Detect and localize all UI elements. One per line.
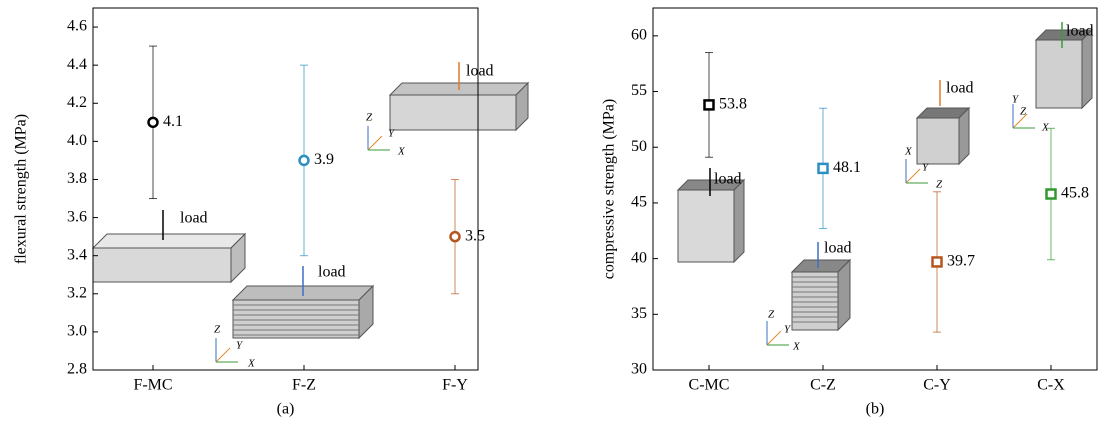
illustration xyxy=(91,233,247,249)
illustration xyxy=(791,271,839,331)
y-tick-label: 4.4 xyxy=(67,56,87,73)
data-point xyxy=(449,230,461,243)
data-point xyxy=(817,162,829,175)
annotation: Y xyxy=(1012,94,1020,106)
data-label: 4.1 xyxy=(163,113,183,130)
annotation: X xyxy=(792,341,801,353)
triad-axis xyxy=(766,330,782,346)
y-tick-label: 4.0 xyxy=(67,132,87,149)
triad-axis xyxy=(215,347,231,363)
annotation: Y xyxy=(236,340,244,352)
data-label: 48.1 xyxy=(833,159,861,176)
plot-frame xyxy=(92,7,479,371)
caption: (b) xyxy=(866,401,885,418)
data-label: 45.8 xyxy=(1061,185,1089,202)
x-tick-label: C-MC xyxy=(689,377,730,394)
data-label: 39.7 xyxy=(947,253,975,270)
annotation: X xyxy=(1041,122,1050,134)
plot-frame xyxy=(652,7,1098,371)
triad-axis xyxy=(1012,113,1028,129)
annotation: load xyxy=(714,171,742,188)
y-tick-label: 2.8 xyxy=(67,361,87,378)
data-point xyxy=(1045,188,1057,200)
y-tick-label: 3.4 xyxy=(67,246,87,263)
illustration xyxy=(389,94,517,131)
data-label: 3.5 xyxy=(465,227,485,244)
illustration xyxy=(1035,39,1083,109)
annotation: load xyxy=(946,80,974,97)
illustration xyxy=(837,258,851,332)
data-point xyxy=(703,99,715,111)
y-tick-label: 4.6 xyxy=(67,18,87,35)
annotation: Z xyxy=(1020,106,1027,118)
y-tick-label: 50 xyxy=(631,138,647,155)
illustration xyxy=(733,178,745,264)
annotation: X xyxy=(397,146,406,158)
x-tick-label: F-Z xyxy=(292,377,316,394)
illustration xyxy=(958,106,970,166)
illustration xyxy=(232,299,360,339)
y-tick-label: 60 xyxy=(631,27,647,44)
annotation: Y xyxy=(922,162,930,174)
y-tick-label: 3.6 xyxy=(67,208,87,225)
illustration xyxy=(677,189,735,263)
x-tick-label: F-Y xyxy=(442,377,468,394)
y-axis-label: compressive strength (MPa) xyxy=(601,99,618,279)
annotation: Y xyxy=(784,324,792,336)
annotation: X xyxy=(904,146,913,158)
y-tick-label: 45 xyxy=(631,194,647,211)
x-tick-label: C-Z xyxy=(810,377,836,394)
y-tick-label: 35 xyxy=(631,305,647,322)
annotation: Z xyxy=(768,309,775,321)
annotation: load xyxy=(1066,23,1094,40)
data-label: 3.9 xyxy=(314,151,334,168)
y-tick-label: 40 xyxy=(631,249,647,266)
data-point xyxy=(931,256,943,268)
y-tick-label: 4.2 xyxy=(67,94,87,111)
illustration xyxy=(1081,28,1093,110)
y-axis-label: flexural strength (MPa) xyxy=(13,114,30,264)
data-point xyxy=(147,116,159,129)
annotation: load xyxy=(466,63,494,80)
annotation: load xyxy=(318,264,346,281)
annotation: Z xyxy=(214,324,221,336)
annotation: load xyxy=(824,240,852,257)
annotation: Z xyxy=(366,112,373,124)
x-tick-label: F-MC xyxy=(133,377,172,394)
triad-axis xyxy=(905,168,921,184)
data-point xyxy=(298,154,310,167)
y-tick-label: 30 xyxy=(631,361,647,378)
x-tick-label: C-Y xyxy=(923,377,951,394)
annotation: X xyxy=(247,358,256,370)
illustration xyxy=(916,117,960,165)
triad-axis xyxy=(367,135,383,151)
y-tick-label: 3.8 xyxy=(67,170,87,187)
annotation: load xyxy=(180,210,208,227)
data-label: 53.8 xyxy=(719,96,747,113)
y-tick-label: 3.0 xyxy=(67,323,87,340)
y-tick-label: 55 xyxy=(631,82,647,99)
illustration xyxy=(92,247,232,283)
annotation: Y xyxy=(388,128,396,140)
annotation: Z xyxy=(936,179,943,191)
caption: (a) xyxy=(277,401,295,418)
y-tick-label: 3.2 xyxy=(67,284,87,301)
x-tick-label: C-X xyxy=(1037,377,1065,394)
